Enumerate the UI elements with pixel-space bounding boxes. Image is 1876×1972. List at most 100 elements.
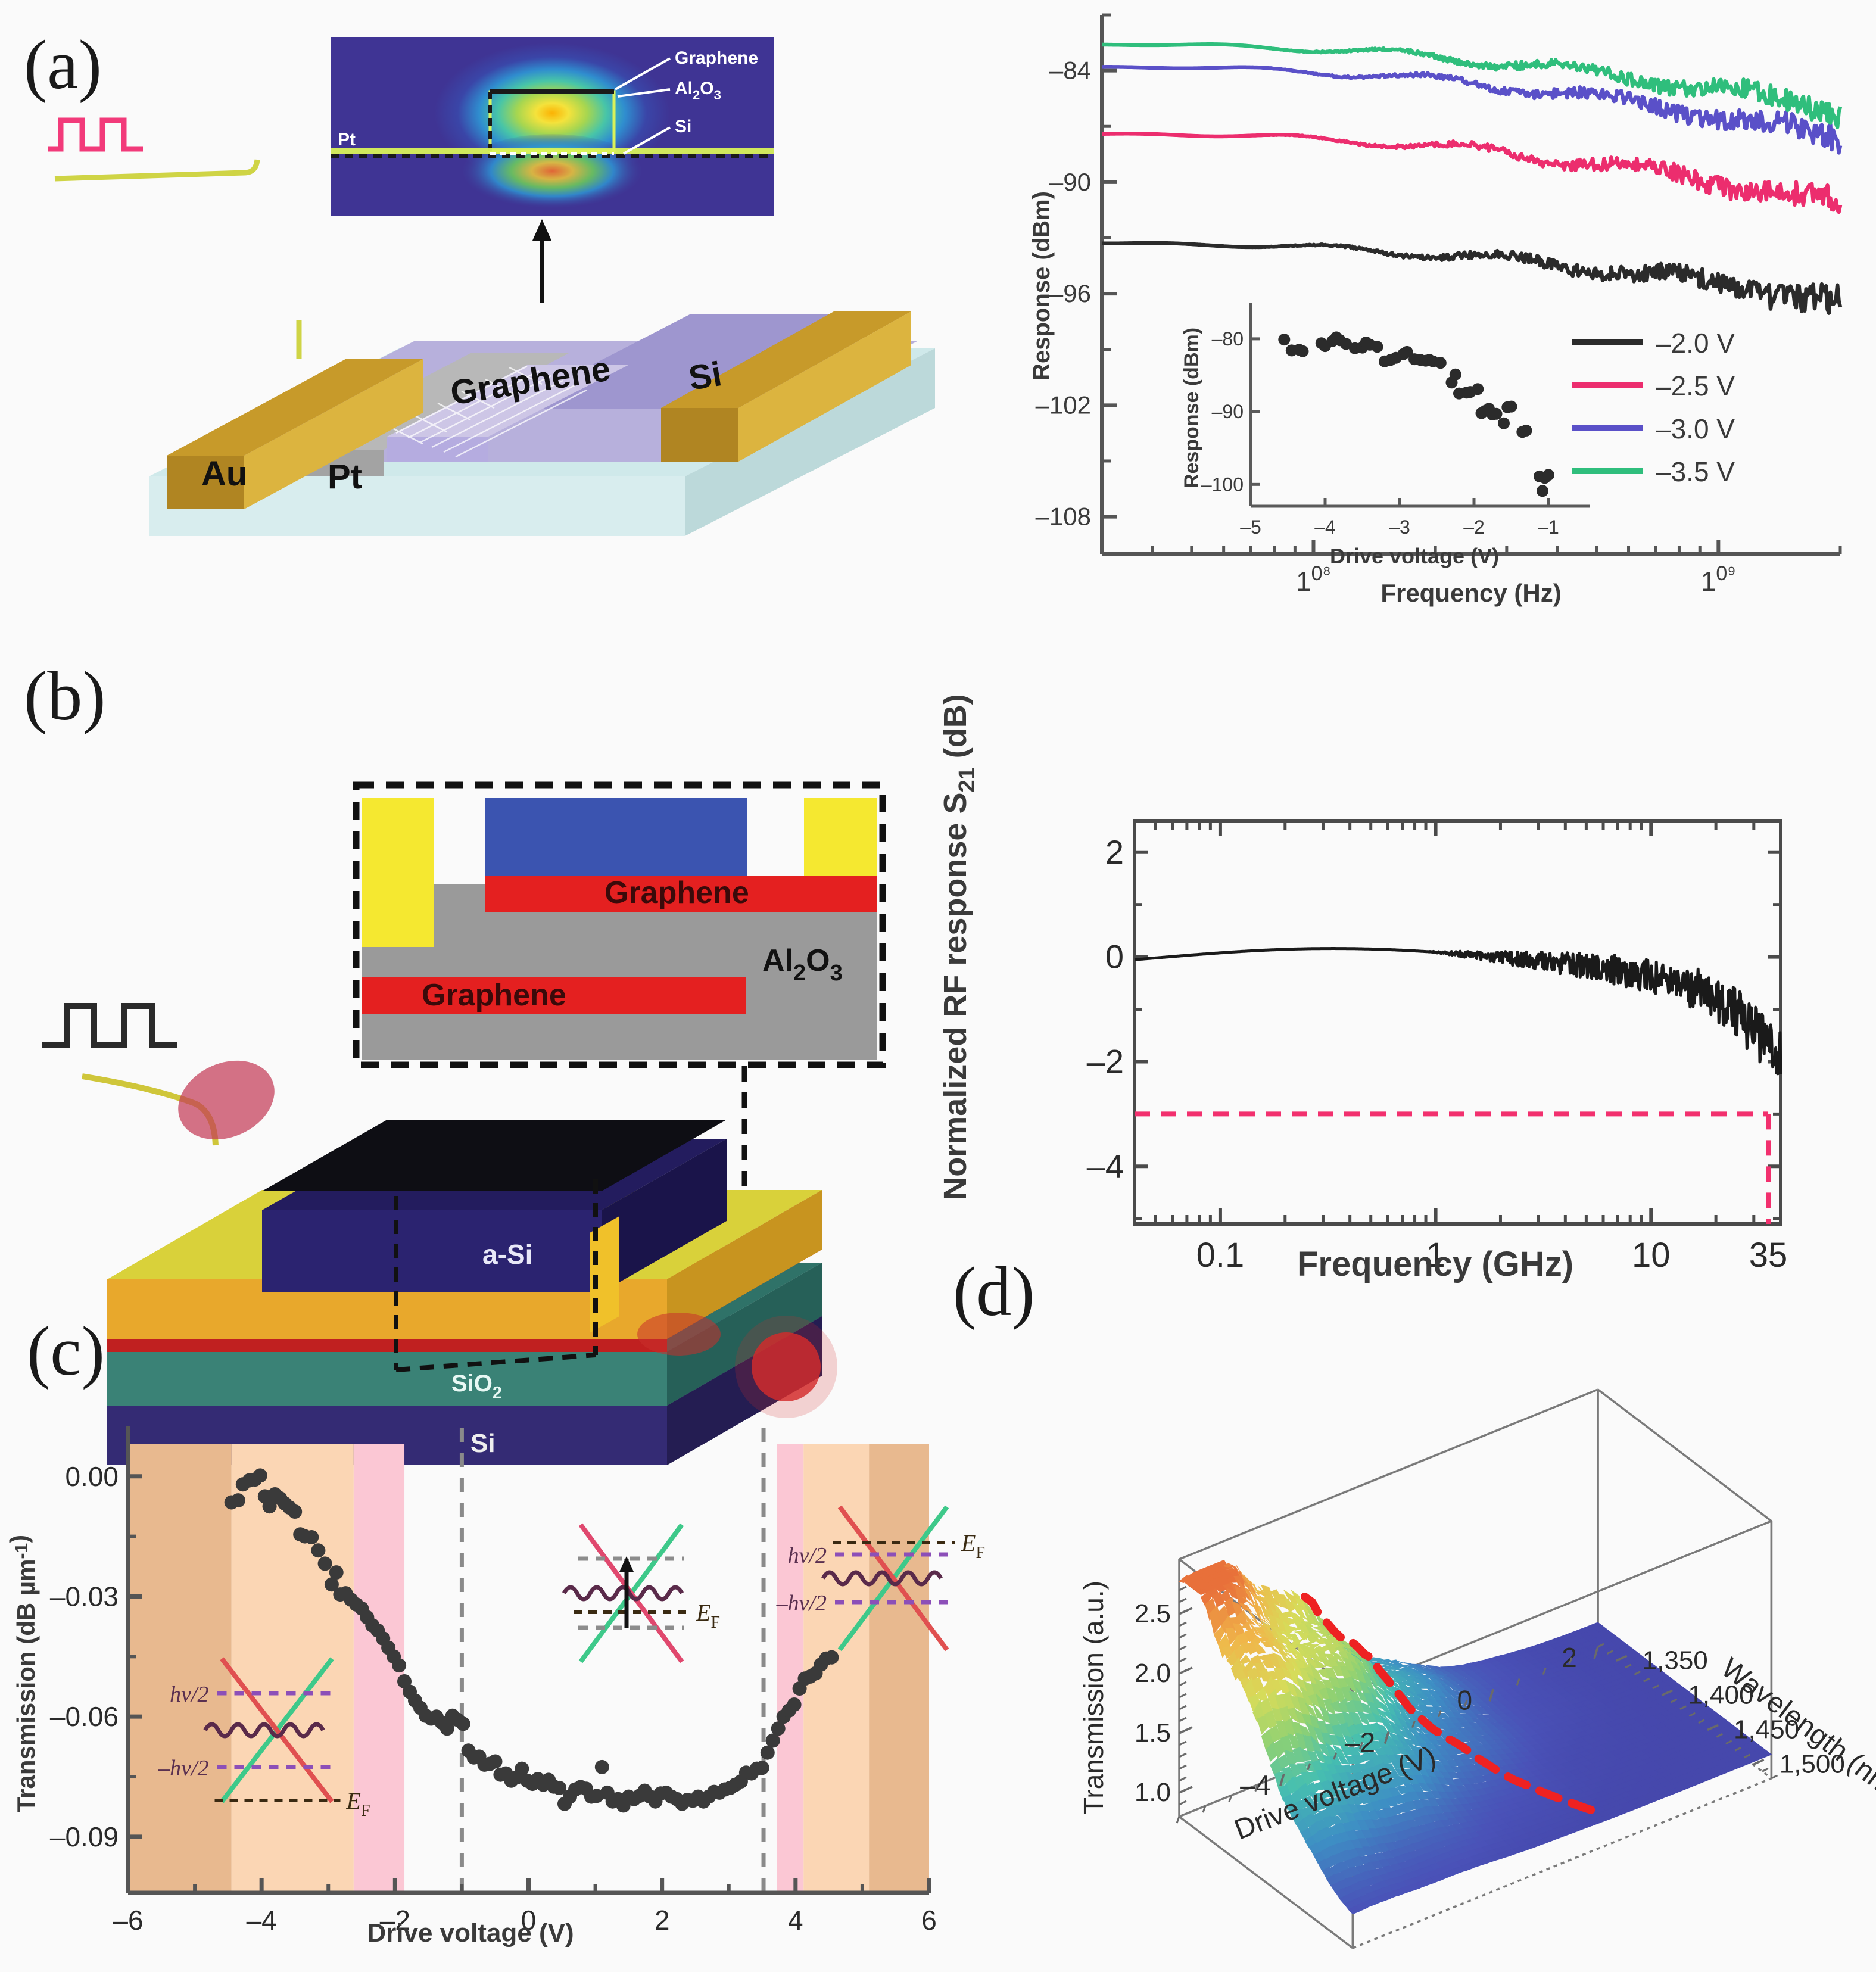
- photon-wave: [562, 1585, 684, 1602]
- inset-a-xtick: –5: [1240, 516, 1261, 538]
- chart-d-ytick: 1,500: [1780, 1750, 1845, 1779]
- surface-facet: [1374, 1688, 1387, 1706]
- legend-label-1: –2.5 V: [1656, 370, 1735, 401]
- chart-b-xtick: 1: [1426, 1236, 1445, 1275]
- hv-half-label: hv/2: [170, 1682, 208, 1707]
- legend-label-2: –3.0 V: [1656, 413, 1735, 444]
- chart-c-point: [262, 1499, 277, 1514]
- inset-a-ylabel: Response (dBm): [1180, 328, 1203, 488]
- device-b-label-sio2: SiO2: [451, 1370, 502, 1403]
- chart-c-point: [824, 1650, 839, 1665]
- chart-a-ytick: –102: [1036, 391, 1091, 419]
- cs-label-al2o3: Al2O3: [762, 943, 843, 986]
- surface-facet: [1280, 1734, 1294, 1756]
- panel-d: (d) 1.0 1.5 2.0 2.5 Transmission (a.u.) –4 –2 0…: [923, 1257, 1876, 1972]
- chart-c-point: [329, 1565, 344, 1580]
- chart-c-xtick: –2: [380, 1905, 410, 1936]
- ef-label: EF: [696, 1599, 720, 1632]
- inset-a-point: [1542, 469, 1554, 481]
- inset-a-point: [1401, 345, 1413, 358]
- panel-b-cross-section-inset: Graphene Graphene Al2O3: [353, 781, 886, 1197]
- chart-a-ytick: –90: [1049, 168, 1091, 196]
- device-label-pt: Pt: [328, 457, 362, 496]
- chart-b-xlabel: Frequency (GHz): [1297, 1245, 1573, 1283]
- surface-facet: [1300, 1686, 1314, 1706]
- chart-c-point: [787, 1697, 802, 1712]
- panel-c-label: (c): [27, 1312, 105, 1390]
- chart-a-xtick: 10⁸: [1296, 562, 1331, 597]
- surface-facet: [1365, 1672, 1378, 1687]
- chart-c-ytick: –0.03: [50, 1581, 119, 1612]
- transmission-vs-drive-voltage-chart: 0.00 –0.03 –0.06 –0.09 –6 –4 –2 0 2 4 6 EF hv/2 –hv/2…: [5, 1426, 985, 1948]
- surface-facet: [1313, 1657, 1326, 1668]
- chart-b-ytick: 2: [1105, 833, 1124, 871]
- surface-facet: [1257, 1610, 1270, 1624]
- panel-a: (a): [0, 0, 1012, 643]
- mode-inset-label-pt: Pt: [338, 130, 356, 149]
- chart-a-series-3: [1101, 42, 1843, 129]
- chart-c-point: [311, 1543, 326, 1558]
- chart-c-point: [755, 1761, 769, 1775]
- surface-facet: [1305, 1721, 1319, 1744]
- inset-a-xtick: –1: [1538, 516, 1559, 538]
- chart-b-xtick: 10: [1632, 1236, 1671, 1275]
- chart-b-ytick: –2: [1087, 1042, 1124, 1080]
- surface-facet: [1244, 1612, 1256, 1625]
- inset-a-point: [1297, 345, 1309, 357]
- band-left-dark: [128, 1444, 232, 1893]
- chart-c-xlabel: Drive voltage (V): [367, 1918, 574, 1948]
- surface-facet: [1397, 1705, 1409, 1719]
- surface-facet: [1370, 1677, 1382, 1696]
- panel-a-label: (a): [24, 26, 102, 104]
- device-label-si: Si: [686, 354, 724, 398]
- surface-facet: [1759, 1750, 1772, 1758]
- chart-c-point: [771, 1721, 786, 1736]
- chart-c-point: [324, 1577, 339, 1592]
- chart-c-ylabel: Transmission (dB µm-1): [5, 1535, 40, 1812]
- surface-facet: [1279, 1630, 1292, 1641]
- chart-b-xtick: 35: [1749, 1236, 1788, 1275]
- inset-a-point: [1537, 485, 1548, 497]
- inset-a-xtick: –4: [1314, 516, 1336, 538]
- band-left-mid: [231, 1444, 354, 1893]
- chart-a-xlabel: Frequency (Hz): [1380, 579, 1561, 607]
- surface-facet: [1379, 1753, 1392, 1764]
- cs-label-graphene-top: Graphene: [604, 876, 749, 910]
- chart-b-xtick: 0.1: [1196, 1236, 1245, 1275]
- minus-hv-half-label: –hv/2: [776, 1591, 827, 1616]
- chart-d-ztick: 1.0: [1135, 1778, 1171, 1807]
- chart-d-ytick: 1,450: [1734, 1715, 1799, 1744]
- panel-b-chart: 2 0 –2 –4 0.1 1 10 35 Frequency (GHz) Normalize…: [923, 643, 1876, 1292]
- cs-label-graphene-bottom: Graphene: [422, 978, 566, 1013]
- inset-a-xlabel: Drive voltage (V): [1330, 544, 1499, 568]
- photon-wave: [821, 1570, 943, 1587]
- chart-d-ytick: 1,400: [1688, 1680, 1753, 1709]
- surface-facet: [1343, 1734, 1357, 1746]
- chart-c-point: [317, 1556, 332, 1571]
- inset-a-ytick: –90: [1212, 401, 1244, 422]
- surface-facet: [1362, 1846, 1376, 1856]
- hv-half-label: hv/2: [788, 1543, 827, 1568]
- chart-c-ytick: –0.09: [50, 1821, 119, 1852]
- surface-facet: [1249, 1603, 1263, 1624]
- chart-d-ztick: 2.0: [1135, 1659, 1171, 1688]
- inset-a-point: [1490, 407, 1503, 420]
- band-right-dark: [869, 1444, 929, 1893]
- panel-c: (c) 0.00 –0.03 –0.06 –0.09 –6 –4 –2 0 2 4 6 EF hv/2 –…: [0, 1292, 985, 1972]
- surface-facet: [1253, 1640, 1266, 1655]
- chart-d-xtick: –2: [1345, 1727, 1375, 1758]
- surface-facet: [1418, 1742, 1431, 1750]
- chart-c-xtick: –4: [247, 1905, 277, 1936]
- inset-a-point: [1498, 417, 1510, 429]
- inset-a-xtick: –2: [1463, 516, 1485, 538]
- surface-facet: [1293, 1647, 1307, 1663]
- panel-b-label: (b): [24, 657, 106, 735]
- chart-a-series-0: [1101, 241, 1843, 315]
- chart-a-xtick: 10⁹: [1701, 562, 1736, 597]
- surface-facet: [1347, 1747, 1361, 1758]
- chart-c-ytick: 0.00: [65, 1461, 119, 1492]
- chart-d-zlabel: Transmission (a.u.): [1078, 1581, 1109, 1814]
